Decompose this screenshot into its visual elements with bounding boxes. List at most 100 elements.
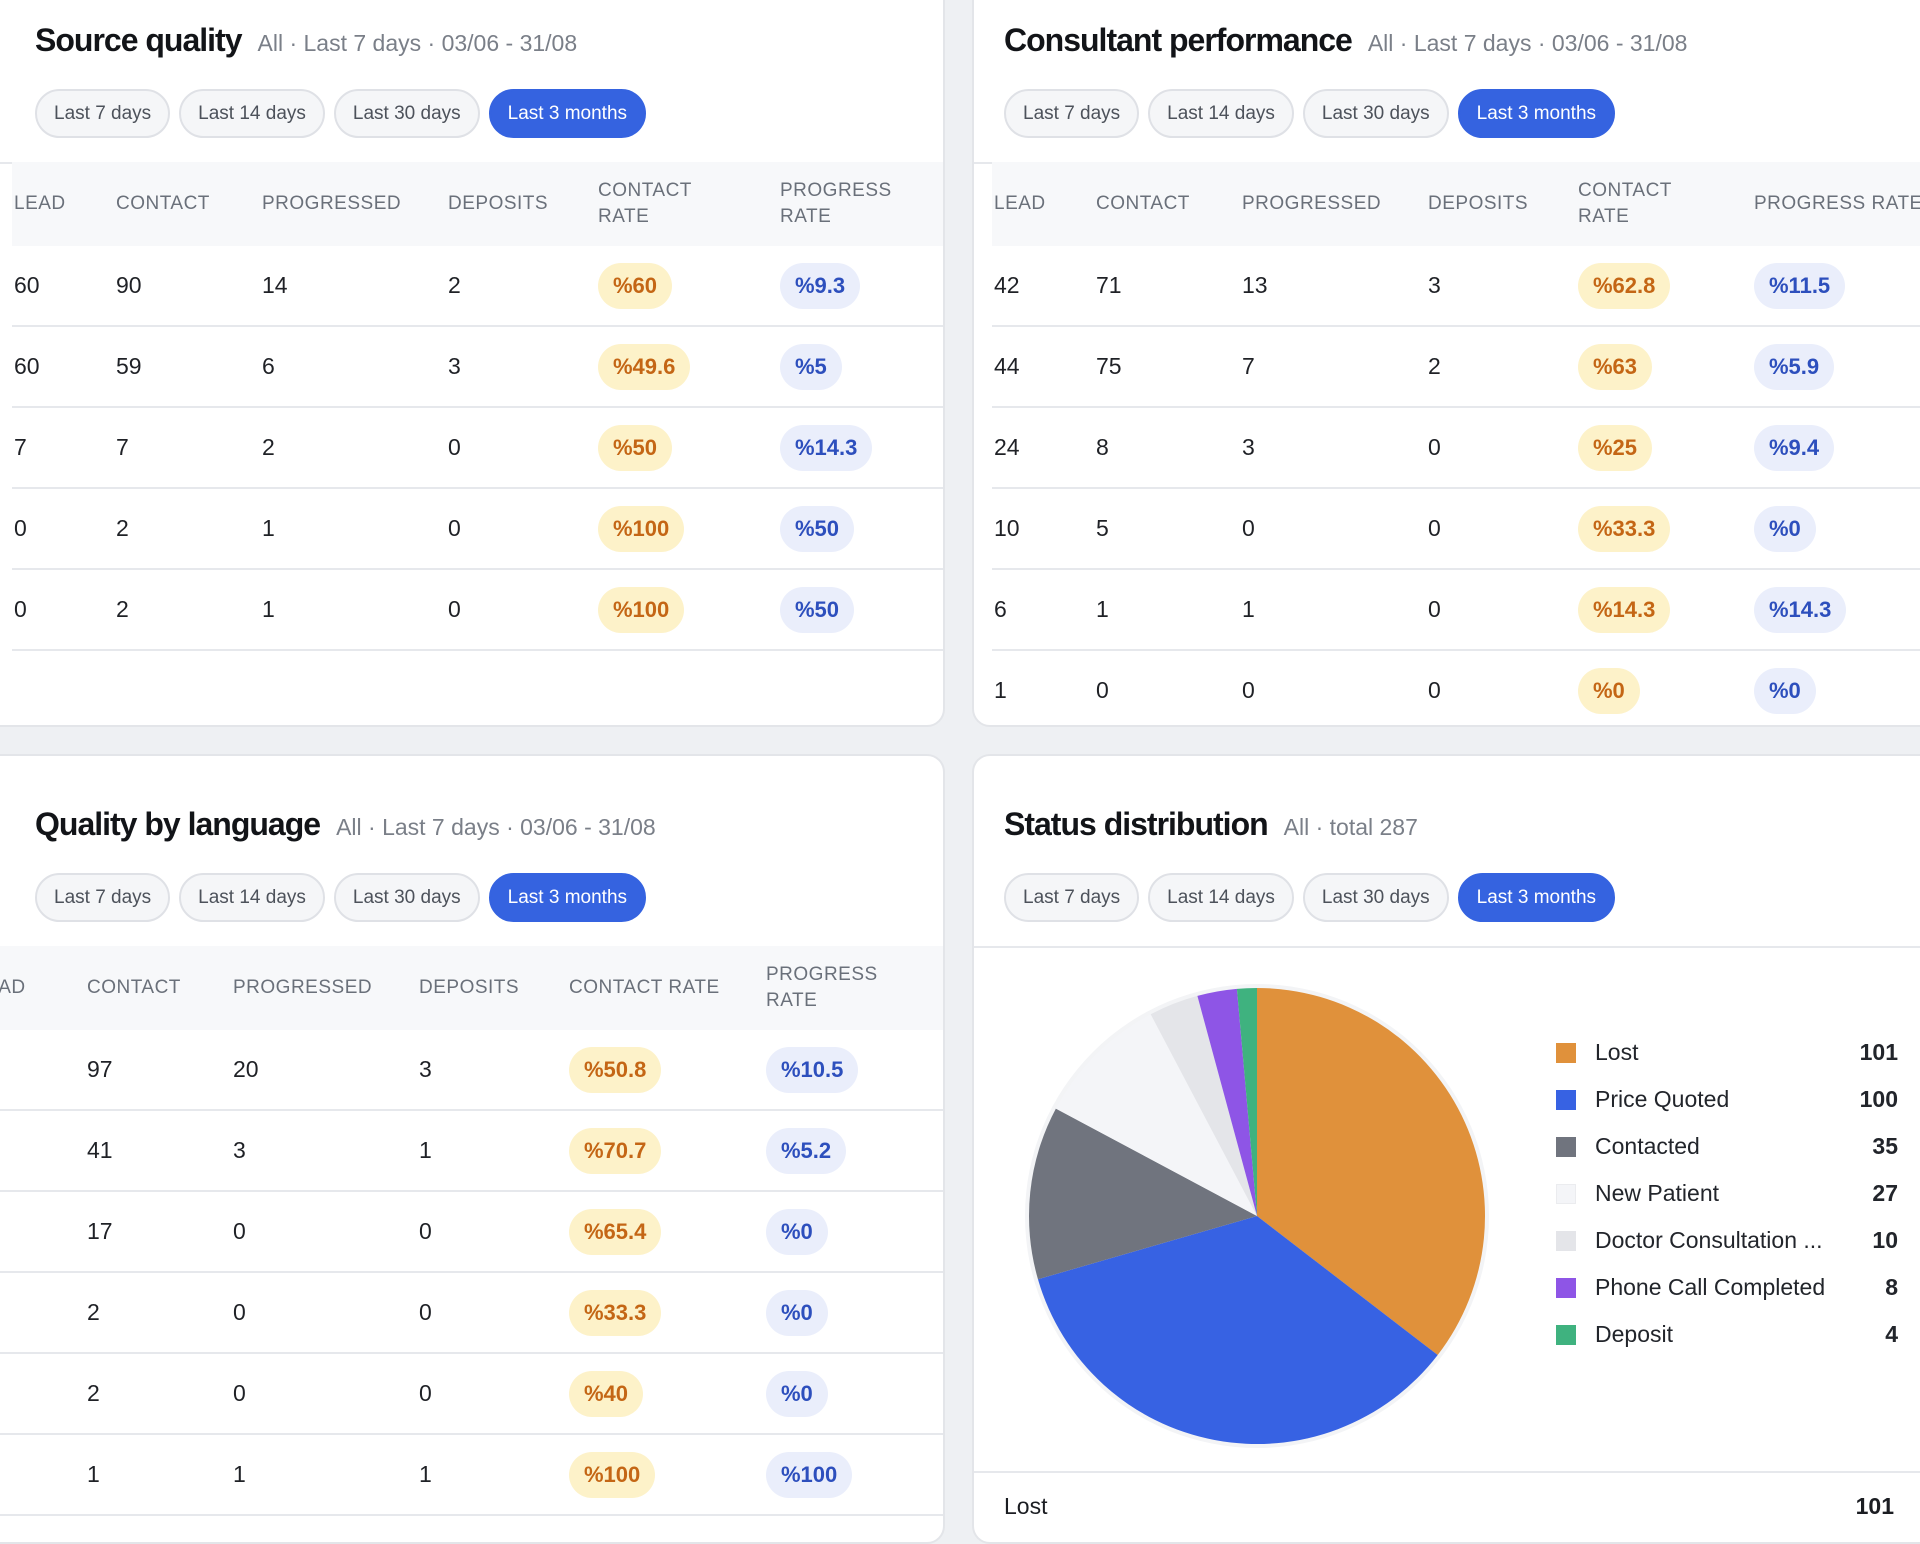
table-row[interactable]: 0 2 1 0 %100 %50 bbox=[12, 569, 943, 651]
column-header[interactable]: PROGRESS RATE bbox=[1752, 162, 1920, 246]
legend-item[interactable]: Price Quoted 100 bbox=[1556, 1076, 1898, 1123]
pie-slice-new-patient[interactable] bbox=[1055, 1014, 1257, 1216]
table-cell: 2 bbox=[114, 488, 260, 570]
summary-row[interactable]: Lost 101 bbox=[974, 1471, 1920, 1542]
contact-rate-badge: %100 bbox=[598, 505, 685, 552]
table-cell: %0 bbox=[764, 1191, 943, 1273]
legend-item[interactable]: Lost 101 bbox=[1556, 1029, 1898, 1076]
table-row[interactable]: 6 1 1 0 %14.3 %14.3 bbox=[992, 569, 1920, 651]
column-header[interactable]: CONTACT bbox=[114, 162, 260, 246]
table-row[interactable]: 10 5 0 0 %33.3 %0 bbox=[992, 488, 1920, 570]
column-header[interactable]: PROGRESS RATE bbox=[764, 946, 943, 1030]
table-row[interactable]: 60 59 6 3 %49.6 %5 bbox=[12, 326, 943, 408]
contact-rate-badge: %25 bbox=[1578, 424, 1653, 471]
table-row[interactable]: 7 7 2 0 %50 %14.3 bbox=[12, 407, 943, 489]
table-cell: %100 bbox=[764, 1434, 943, 1516]
table-cell: %49.6 bbox=[596, 326, 778, 408]
quality-by-language-card: Quality by language All · Last 7 days · … bbox=[0, 754, 945, 1544]
table-cell: 1 bbox=[260, 569, 446, 651]
legend-value: 101 bbox=[1859, 1039, 1898, 1065]
legend-item[interactable]: Contacted 35 bbox=[1556, 1123, 1898, 1170]
column-header[interactable]: DEPOSITS bbox=[417, 946, 567, 1030]
progress-rate-badge: %5.2 bbox=[766, 1127, 847, 1174]
range-pill-last-14-days[interactable]: Last 14 days bbox=[179, 873, 325, 922]
table-cell: 17 bbox=[85, 1191, 231, 1273]
column-header[interactable]: PROGRESSED bbox=[1240, 162, 1426, 246]
range-pill-last-14-days[interactable]: Last 14 days bbox=[1148, 89, 1294, 138]
status-distribution-card: Status distribution All · total 287 Last… bbox=[972, 754, 1920, 1544]
contact-rate-badge: %50.8 bbox=[569, 1046, 662, 1093]
table-cell: %11.5 bbox=[1752, 246, 1920, 327]
table-row[interactable]: 24 8 3 0 %25 %9.4 bbox=[992, 407, 1920, 489]
progress-rate-badge: %0 bbox=[1754, 505, 1816, 552]
progress-rate-badge: %0 bbox=[766, 1289, 828, 1336]
column-header[interactable]: CONTACT RATE bbox=[596, 162, 778, 246]
progress-rate-badge: %14.3 bbox=[780, 424, 873, 471]
range-pill-last-30-days[interactable]: Last 30 days bbox=[1302, 89, 1449, 138]
range-pill-last-7-days[interactable]: Last 7 days bbox=[35, 89, 171, 138]
range-pill-last-14-days[interactable]: Last 14 days bbox=[179, 89, 325, 138]
table-cell: 60 bbox=[12, 326, 114, 408]
legend-item[interactable]: Deposit 4 bbox=[1556, 1311, 1898, 1358]
range-pill-last-30-days[interactable]: Last 30 days bbox=[333, 89, 480, 138]
range-pill-last-7-days[interactable]: Last 7 days bbox=[1004, 873, 1140, 922]
table-row[interactable]: 44 75 7 2 %63 %5.9 bbox=[992, 326, 1920, 408]
legend-item[interactable]: Phone Call Completed 8 bbox=[1556, 1264, 1898, 1311]
range-pill-last-30-days[interactable]: Last 30 days bbox=[1302, 873, 1449, 922]
table-cell: 1 bbox=[417, 1110, 567, 1192]
range-pill-last-3-months[interactable]: Last 3 months bbox=[488, 89, 647, 138]
column-header[interactable]: CONTACT bbox=[1094, 162, 1240, 246]
pie-slice-price-quoted[interactable] bbox=[1037, 1216, 1438, 1444]
consultant-performance-table: LEAD CONTACT PROGRESSED DEPOSITS CONTACT RAT… bbox=[992, 162, 1920, 725]
contact-rate-badge: %14.3 bbox=[1578, 586, 1671, 633]
range-pill-last-7-days[interactable]: Last 7 days bbox=[1004, 89, 1140, 138]
pie-slice-contacted[interactable] bbox=[1029, 1108, 1257, 1280]
legend-item[interactable]: Doctor Consultation ... 10 bbox=[1556, 1217, 1898, 1264]
card-header: Status distribution All · total 287 Last… bbox=[974, 756, 1920, 948]
title-row: Status distribution All · total 287 bbox=[1004, 806, 1418, 843]
table-cell: %50 bbox=[778, 488, 943, 570]
table-row[interactable]: 0 2 1 0 %100 %50 bbox=[12, 488, 943, 570]
table-row[interactable]: 1 1 1 %100 %100 bbox=[0, 1434, 943, 1516]
table-row[interactable]: 42 71 13 3 %62.8 %11.5 bbox=[992, 246, 1920, 327]
table-cell: 3 bbox=[1426, 246, 1576, 327]
column-header[interactable]: LEAD bbox=[0, 946, 85, 1030]
range-pill-last-3-months[interactable]: Last 3 months bbox=[1457, 89, 1616, 138]
table-row[interactable]: 497203%50.8 %10.5 bbox=[0, 1030, 943, 1111]
column-header[interactable]: LEAD bbox=[992, 162, 1094, 246]
table-cell: 2 bbox=[260, 407, 446, 489]
table-row[interactable]: 17 0 0 %65.4 %0 bbox=[0, 1191, 943, 1273]
column-header[interactable]: CONTACT RATE bbox=[1576, 162, 1752, 246]
column-header[interactable]: PROGRESSED bbox=[231, 946, 417, 1030]
table-row[interactable]: 2 0 0 %40 %0 bbox=[0, 1353, 943, 1435]
column-header[interactable]: LEAD bbox=[12, 162, 114, 246]
range-pill-last-14-days[interactable]: Last 14 days bbox=[1148, 873, 1294, 922]
range-pill-last-7-days[interactable]: Last 7 days bbox=[35, 873, 171, 922]
pie-slice-deposit[interactable] bbox=[1236, 988, 1257, 1216]
pie-slice-doctor-consultation[interactable] bbox=[1150, 995, 1257, 1216]
pie-slice-phone-call-completed[interactable] bbox=[1197, 988, 1257, 1216]
card-subtitle: All · Last 7 days · 03/06 - 31/08 bbox=[1367, 30, 1688, 56]
table-cell: 0 bbox=[1094, 650, 1240, 725]
column-header[interactable]: DEPOSITS bbox=[1426, 162, 1576, 246]
column-header[interactable]: DEPOSITS bbox=[446, 162, 596, 246]
table-row[interactable]: 60 90 14 2 %60 %9.3 bbox=[12, 246, 943, 327]
column-header[interactable]: PROGRESS RATE bbox=[778, 162, 943, 246]
range-pill-last-3-months[interactable]: Last 3 months bbox=[488, 873, 647, 922]
range-pill-last-30-days[interactable]: Last 30 days bbox=[333, 873, 480, 922]
card-header: Source quality All · Last 7 days · 03/06… bbox=[0, 0, 943, 164]
table-row[interactable]: 2 0 0 %33.3 %0 bbox=[0, 1272, 943, 1354]
column-header[interactable]: CONTACT bbox=[85, 946, 231, 1030]
column-header[interactable]: CONTACT RATE bbox=[567, 946, 764, 1030]
legend-swatch bbox=[1556, 1136, 1576, 1157]
range-filter: Last 7 days Last 14 days Last 30 days Last … bbox=[1004, 89, 1616, 138]
title-row: Consultant performance All · Last 7 days… bbox=[1004, 22, 1687, 59]
table-row[interactable]: 74131%70.7 %5.2 bbox=[0, 1110, 943, 1192]
pie-slice-lost[interactable] bbox=[1257, 988, 1485, 1356]
table-cell: %70.7 bbox=[567, 1110, 764, 1192]
range-pill-last-3-months[interactable]: Last 3 months bbox=[1457, 873, 1616, 922]
contact-rate-badge: %40 bbox=[569, 1370, 644, 1417]
table-row[interactable]: 1 0 0 0 %0 %0 bbox=[992, 650, 1920, 725]
legend-item[interactable]: New Patient 27 bbox=[1556, 1170, 1898, 1217]
column-header[interactable]: PROGRESSED bbox=[260, 162, 446, 246]
